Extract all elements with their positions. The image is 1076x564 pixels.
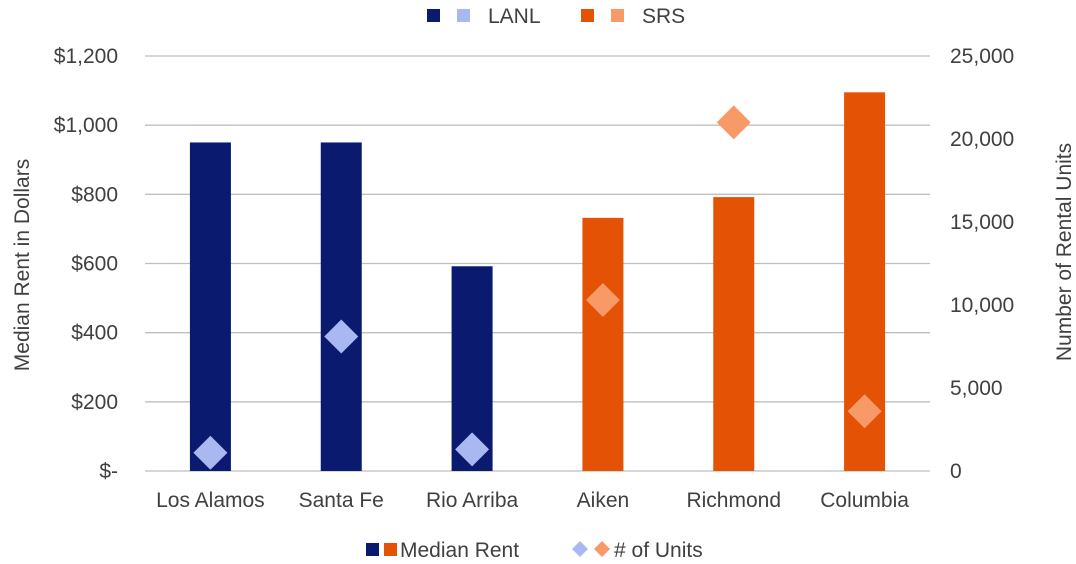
legend-swatch <box>457 9 470 22</box>
category-label: Los Alamos <box>156 489 265 512</box>
left-tick-label: $600 <box>71 253 118 276</box>
left-tick-label: $800 <box>71 183 118 206</box>
left-axis-title: Median Rent in Dollars <box>11 159 34 371</box>
legend-top: LANL SRS <box>427 5 685 28</box>
bar-median-rent <box>320 142 362 472</box>
right-axis-ticks: 0 5,000 10,000 15,000 20,000 25,000 <box>950 45 1014 483</box>
right-tick-label: 10,000 <box>950 294 1014 317</box>
left-tick-label: $1,200 <box>54 45 118 68</box>
right-tick-label: 0 <box>950 460 962 483</box>
left-axis-ticks: $- $200 $400 $600 $800 $1,000 $1,200 <box>54 45 118 483</box>
legend-label: # of Units <box>614 539 703 562</box>
right-tick-label: 20,000 <box>950 128 1014 151</box>
category-label: Richmond <box>686 489 781 512</box>
category-label: Aiken <box>577 489 630 512</box>
legend-swatch <box>611 9 624 22</box>
marker-units <box>455 432 490 467</box>
legend-swatch <box>427 9 440 22</box>
unit-markers <box>193 105 882 470</box>
category-label: Rio Arriba <box>426 489 519 512</box>
bars <box>189 92 886 472</box>
legend-label: LANL <box>488 5 541 28</box>
right-tick-label: 25,000 <box>950 45 1014 68</box>
marker-units <box>193 435 228 470</box>
right-tick-label: 5,000 <box>950 377 1003 400</box>
category-label: Santa Fe <box>299 489 384 512</box>
bar-median-rent <box>713 197 755 471</box>
legend-swatch <box>384 543 397 556</box>
left-tick-label: $200 <box>71 391 118 414</box>
category-label: Columbia <box>820 489 909 512</box>
right-tick-label: 15,000 <box>950 211 1014 234</box>
legend-label: SRS <box>642 5 685 28</box>
marker-units <box>324 319 359 354</box>
legend-bottom: Median Rent # of Units <box>366 539 703 562</box>
marker-units <box>847 394 882 429</box>
gridlines <box>145 55 930 472</box>
legend-swatch <box>572 541 588 557</box>
legend-swatch <box>366 543 379 556</box>
marker-units <box>716 105 751 140</box>
legend-swatch <box>581 9 594 22</box>
left-tick-label: $1,000 <box>54 114 118 137</box>
legend-label: Median Rent <box>400 539 519 562</box>
legend-swatch <box>594 541 610 557</box>
category-labels: Los Alamos Santa Fe Rio Arriba Aiken Richmon… <box>156 489 909 512</box>
marker-units <box>585 283 620 318</box>
left-tick-label: $400 <box>71 322 118 345</box>
left-tick-label: $- <box>99 460 118 483</box>
bar-median-rent <box>582 217 624 471</box>
right-axis-title: Number of Rental Units <box>1053 143 1076 361</box>
bar-median-rent <box>189 142 231 472</box>
